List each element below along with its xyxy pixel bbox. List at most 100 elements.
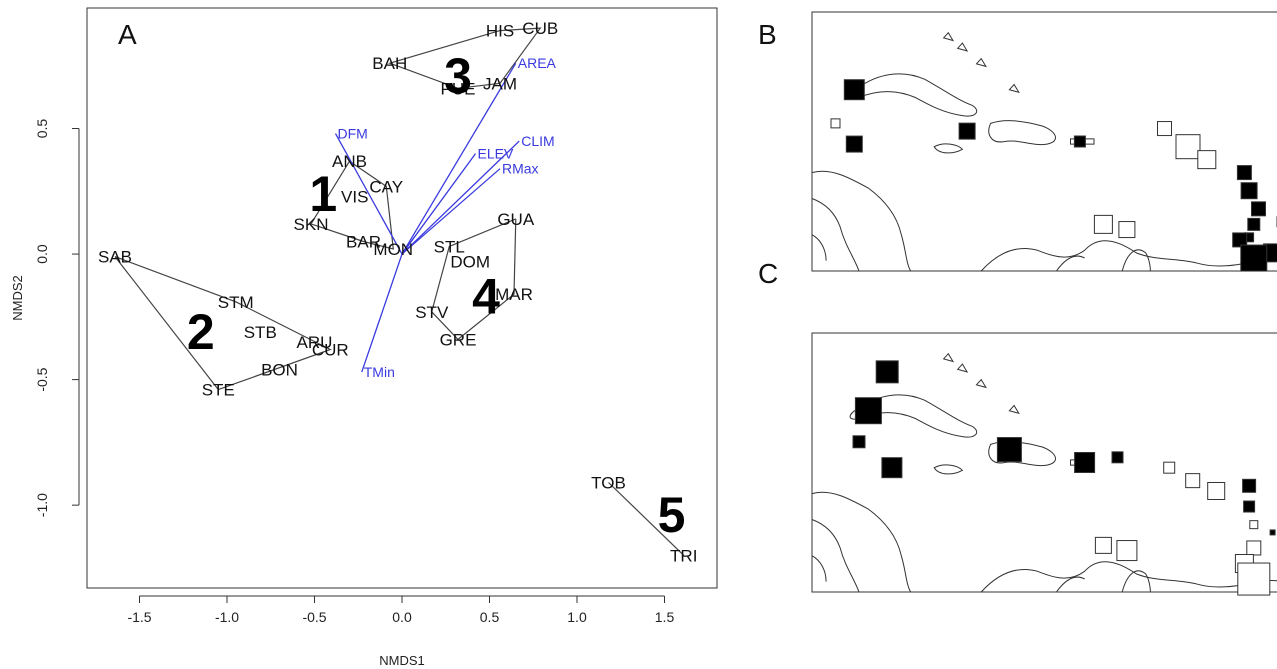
map-marker (1118, 221, 1136, 239)
cluster-number: 4 (472, 269, 500, 325)
coastline-path (1055, 255, 1085, 272)
vector-arrow (401, 140, 520, 255)
x-tick-label: 0.5 (480, 609, 500, 625)
coastline-path (988, 120, 1056, 146)
site-label: ARU (297, 333, 333, 352)
map-marker (1185, 473, 1201, 489)
cluster-number: 2 (187, 304, 215, 360)
panel-letter-a: A (118, 19, 137, 50)
map-marker (1094, 536, 1112, 554)
site-label: GUA (497, 210, 535, 229)
nmds-ordination-panel: A DFM AREA ELEV CLIM RMax TMin HIS CUB BAH PUE JA… (10, 7, 718, 668)
coastline-path (988, 441, 1056, 467)
hull-lines (114, 27, 685, 556)
coastline (811, 31, 1277, 272)
map-marker (1093, 214, 1113, 234)
coastline-path (1121, 249, 1151, 272)
map-marker (1232, 232, 1248, 248)
hull-line (387, 27, 542, 89)
coastline-path (1070, 138, 1095, 145)
site-label: CUB (522, 19, 558, 38)
map-panel-b: B (758, 11, 1277, 272)
vector-arrow (401, 153, 477, 255)
coastline-path (1055, 576, 1085, 593)
site-label: TOB (591, 474, 626, 493)
x-tick-label: -0.5 (302, 609, 326, 625)
map-marker (845, 135, 863, 153)
vector-arrow (334, 133, 403, 255)
coastline-path (942, 352, 955, 363)
vector-label: DFM (338, 126, 368, 142)
environmental-vectors: DFM AREA ELEV CLIM RMax TMin (334, 55, 557, 380)
map-marker (1073, 135, 1086, 148)
cluster-number: 3 (444, 48, 472, 104)
map-marker (1237, 562, 1271, 596)
y-tick-label: 0.5 (34, 119, 50, 139)
map-marker (1111, 451, 1124, 464)
map-marker (1242, 478, 1257, 493)
coastline-path (811, 198, 860, 272)
map-marker (1249, 520, 1259, 530)
map-frame (811, 11, 1277, 272)
map-marker (958, 122, 976, 140)
map-marker (1207, 481, 1226, 500)
coastline-path (811, 170, 912, 272)
coastline-path (811, 519, 860, 593)
map-markers (852, 360, 1276, 596)
hull-line (608, 482, 685, 556)
map-marker (1247, 217, 1261, 231)
vector-label: TMin (364, 364, 395, 380)
map-marker (1240, 182, 1258, 200)
site-label: STL (434, 238, 465, 257)
site-label: MON (373, 240, 413, 259)
site-label: VIS (341, 187, 368, 206)
map-marker (854, 397, 882, 425)
map-marker (1246, 540, 1262, 556)
coastline-path (811, 234, 827, 261)
map-marker (1236, 165, 1252, 181)
vector-arrow (401, 168, 501, 255)
map-marker (1157, 121, 1172, 137)
x-tick-label: 1.0 (567, 609, 587, 625)
vector-arrow (401, 62, 517, 255)
y-axis: -1.0 -0.5 0.0 0.5 (34, 119, 80, 517)
y-tick-label: -1.0 (34, 493, 50, 517)
site-label: STE (202, 381, 235, 400)
site-label: JAM (483, 74, 517, 93)
site-label: SKN (294, 215, 329, 234)
site-label: MAR (495, 285, 533, 304)
site-label: BAR (346, 233, 381, 252)
map-markers (830, 79, 1277, 272)
map-marker (843, 79, 865, 101)
cluster-numbers: 1 2 3 4 5 (187, 48, 686, 543)
x-tick-label: -1.0 (215, 609, 239, 625)
coastline-path (811, 491, 912, 593)
x-tick-label: -1.5 (127, 609, 151, 625)
vector-label: CLIM (521, 133, 554, 149)
coastline-path (933, 143, 964, 154)
coastline-path (1121, 570, 1151, 593)
map-marker (996, 437, 1022, 463)
map-marker (1197, 150, 1217, 170)
site-label: ANB (332, 152, 367, 171)
map-marker (1243, 500, 1256, 513)
vector-label: AREA (518, 55, 557, 71)
x-axis-title: NMDS1 (379, 653, 425, 668)
coastline-path (811, 555, 827, 582)
site-label: BON (261, 361, 298, 380)
map-marker (1240, 244, 1268, 272)
map-marker (852, 435, 866, 449)
x-tick-label: 0.0 (392, 609, 412, 625)
y-tick-label: 0.0 (34, 244, 50, 264)
map-marker (875, 360, 899, 384)
map-marker (1074, 452, 1096, 473)
site-label: DOM (450, 253, 490, 272)
site-label: GRE (440, 330, 477, 349)
hull-line (431, 218, 517, 341)
map-marker (830, 118, 841, 129)
hull-line (310, 160, 394, 250)
map-marker (1175, 134, 1201, 160)
x-axis: -1.5 -1.0 -0.5 0.0 0.5 1.0 1.5 (127, 595, 674, 625)
site-label: HIS (486, 22, 514, 41)
